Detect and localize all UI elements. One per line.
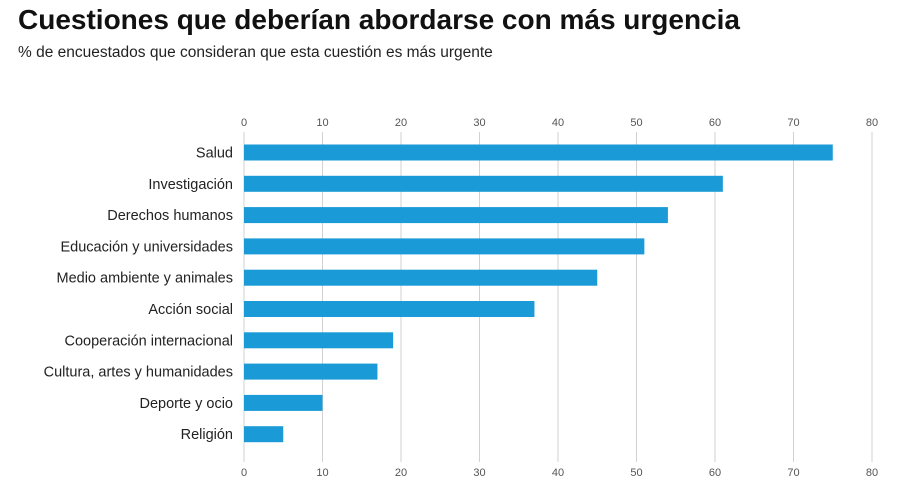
x-tick-label-bottom: 50: [630, 467, 642, 479]
bar: [244, 332, 394, 349]
category-label: Medio ambiente y animales: [56, 271, 233, 287]
x-tick-label-bottom: 0: [241, 467, 247, 479]
x-tick-label-top: 70: [787, 117, 799, 129]
category-label: Deporte y ocio: [140, 396, 234, 412]
chart-subtitle: % de encuestados que consideran que esta…: [18, 44, 493, 61]
category-label: Derechos humanos: [107, 208, 233, 224]
bar: [244, 144, 833, 161]
x-tick-label-bottom: 70: [787, 467, 799, 479]
x-tick-label-top: 30: [473, 117, 485, 129]
x-tick-label-top: 60: [709, 117, 721, 129]
x-tick-label-top: 10: [316, 117, 328, 129]
bar: [244, 301, 535, 317]
x-tick-label-bottom: 10: [316, 467, 328, 479]
x-tick-label-bottom: 30: [473, 467, 485, 479]
bar: [244, 394, 323, 411]
bar: [244, 426, 284, 443]
category-label: Religión: [181, 427, 233, 443]
x-tick-label-top: 40: [552, 117, 564, 129]
x-tick-label-top: 80: [866, 117, 878, 129]
category-label: Cooperación internacional: [65, 333, 233, 349]
bar: [244, 238, 645, 255]
category-label: Salud: [196, 146, 233, 162]
bar: [244, 207, 668, 224]
x-tick-label-bottom: 20: [395, 467, 407, 479]
category-label: Acción social: [148, 302, 233, 318]
x-tick-label-top: 20: [395, 117, 407, 129]
x-tick-label-bottom: 40: [552, 467, 564, 479]
x-tick-label-bottom: 80: [866, 467, 878, 479]
chart-title: Cuestiones que deberían abordarse con má…: [18, 4, 740, 35]
bar: [244, 269, 598, 286]
bar: [244, 363, 378, 380]
category-label: Cultura, artes y humanidades: [44, 365, 233, 381]
x-tick-label-top: 0: [241, 117, 247, 129]
category-label: Investigación: [148, 177, 233, 193]
x-tick-label-top: 50: [630, 117, 642, 129]
bar: [244, 175, 723, 192]
x-tick-label-bottom: 60: [709, 467, 721, 479]
category-label: Educación y universidades: [61, 239, 234, 255]
